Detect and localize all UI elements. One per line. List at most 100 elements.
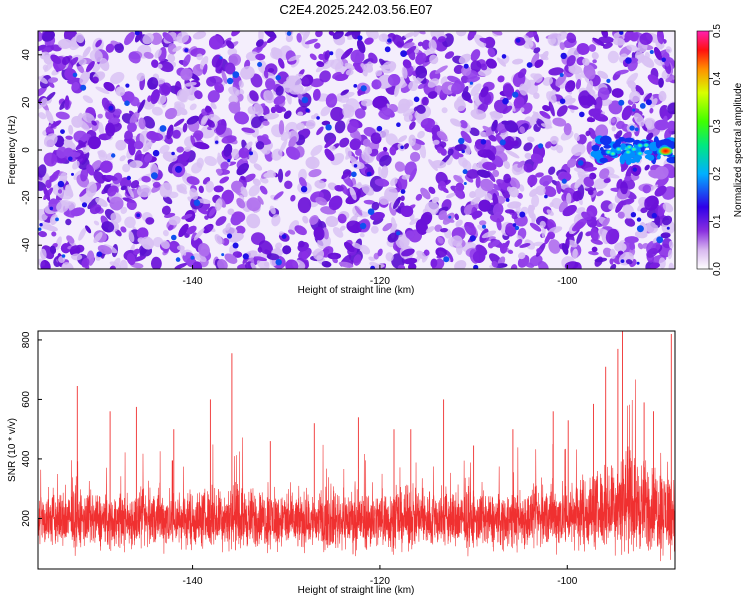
spectrogram-cell bbox=[174, 262, 188, 269]
spectrogram-cell bbox=[171, 234, 177, 241]
spectrogram-cell bbox=[89, 204, 102, 215]
spectrogram-cell bbox=[353, 62, 363, 73]
spectrogram-cell bbox=[269, 205, 276, 215]
spectrogram-cell bbox=[416, 250, 427, 260]
spectrogram-cell bbox=[387, 232, 399, 243]
spectrogram-cell bbox=[589, 172, 597, 180]
spectrogram-cell bbox=[455, 242, 463, 255]
spectrogram-cell bbox=[65, 218, 72, 226]
spectrogram-cell bbox=[192, 130, 204, 141]
spectrogram-cell bbox=[453, 174, 464, 184]
spectrogram-cell bbox=[263, 113, 279, 120]
spectrogram-signal-cell bbox=[636, 150, 645, 157]
spectrogram-cell bbox=[505, 198, 510, 202]
spectrogram-cell bbox=[487, 47, 496, 58]
spectrogram-cell bbox=[283, 110, 292, 119]
spectrogram-signal-cell bbox=[636, 142, 645, 149]
spectrogram-cell bbox=[379, 64, 393, 70]
spectrogram-cell bbox=[215, 216, 227, 226]
spectrogram-cell bbox=[79, 187, 89, 197]
snr-spikes bbox=[76, 331, 672, 522]
spectrogram-cell bbox=[64, 68, 77, 81]
spectrogram-cell bbox=[524, 262, 535, 268]
spectrogram-cell bbox=[111, 153, 116, 158]
spectrogram-cell bbox=[354, 108, 366, 119]
spectrogram-cell bbox=[63, 139, 76, 150]
spectrogram-cell bbox=[408, 81, 419, 91]
colorbar-tick-label: 0.2 bbox=[712, 166, 723, 180]
spectrogram-cell bbox=[197, 243, 210, 257]
spectrogram-cell bbox=[192, 31, 207, 40]
spectrogram-cell bbox=[592, 113, 609, 122]
spectrogram-cell bbox=[482, 224, 486, 229]
spectrogram-cell bbox=[403, 112, 413, 122]
spectrogram-cell bbox=[542, 105, 551, 112]
spectrogram-cell bbox=[571, 143, 586, 156]
spectrogram-cell bbox=[400, 189, 406, 195]
spectrogram-cell bbox=[403, 257, 418, 265]
spectrogram-cell bbox=[436, 130, 448, 141]
spectrogram-cell bbox=[591, 246, 598, 253]
spectrogram-cell bbox=[259, 177, 269, 184]
spectrogram-cell bbox=[45, 179, 52, 189]
spectrogram-cell bbox=[624, 217, 636, 227]
spectrogram-cell bbox=[96, 251, 103, 257]
spectrogram-blobs bbox=[38, 31, 675, 269]
spectrogram-cell bbox=[114, 43, 124, 51]
spectrogram-cell bbox=[128, 51, 141, 64]
spectrogram-cell bbox=[325, 124, 332, 131]
spectrogram-cell bbox=[204, 215, 209, 220]
spectrogram-cell bbox=[310, 78, 324, 88]
spectrogram-cell bbox=[78, 140, 86, 148]
snr-y-tick-label: 600 bbox=[21, 391, 32, 408]
spectrogram-cell bbox=[130, 180, 140, 189]
spectrogram-cell bbox=[492, 203, 504, 217]
spectrogram-cell bbox=[475, 176, 481, 188]
spectrogram-cell bbox=[159, 125, 167, 132]
spectrogram-cell bbox=[587, 117, 596, 123]
spectrogram-cell bbox=[215, 119, 227, 136]
spectrogram-cell bbox=[609, 258, 614, 265]
spectrogram-cell bbox=[568, 65, 583, 75]
spectrogram-cell bbox=[103, 81, 115, 92]
spectrogram-cell bbox=[45, 109, 54, 124]
spectrogram-cell bbox=[223, 143, 233, 157]
spectrogram-cell bbox=[78, 58, 87, 66]
spectrogram-cell bbox=[77, 112, 83, 123]
spectrogram-cell bbox=[649, 262, 661, 269]
spectrogram-cell bbox=[285, 146, 301, 160]
spectrogram-cell bbox=[555, 74, 567, 87]
spectrogram-cell bbox=[532, 241, 544, 247]
spectrogram-cell bbox=[480, 178, 494, 192]
spectrogram-cell bbox=[238, 80, 244, 88]
spectrogram-cell bbox=[69, 245, 81, 257]
spectrogram-cell bbox=[200, 115, 208, 127]
spectrogram-cell bbox=[540, 123, 553, 129]
spectrogram-cell bbox=[434, 65, 448, 74]
spectrogram-cell bbox=[172, 129, 181, 139]
spectrogram-cell bbox=[186, 115, 200, 125]
spectrogram-panel: -140 -120 -100 40 20 0 -20 -40 Height of strai… bbox=[7, 30, 676, 296]
spectrogram-cell bbox=[108, 105, 114, 111]
spectrogram-cell bbox=[588, 44, 597, 52]
spectrogram-cell bbox=[424, 201, 440, 216]
spectrogram-cell bbox=[338, 261, 354, 268]
spectrogram-cell bbox=[325, 93, 338, 108]
spectrogram-cell bbox=[344, 62, 355, 71]
spectrogram-cell bbox=[204, 155, 217, 167]
spectrogram-cell bbox=[566, 55, 576, 67]
spectrogram-cell bbox=[536, 247, 542, 254]
spectrogram-cell bbox=[661, 57, 666, 63]
spectrogram-cell bbox=[428, 39, 437, 52]
spectrogram-cell bbox=[610, 248, 616, 259]
spectrogram-cell bbox=[214, 234, 223, 245]
spectrogram-cell bbox=[71, 81, 80, 91]
spectrogram-cell bbox=[57, 189, 63, 194]
spectrogram-cell bbox=[646, 132, 654, 141]
spectrogram-cell bbox=[508, 186, 519, 198]
spectrogram-cell bbox=[378, 166, 383, 179]
spectrogram-cell bbox=[385, 252, 394, 262]
spectrogram-cell bbox=[400, 195, 405, 202]
spectrogram-cell bbox=[400, 50, 407, 57]
spectrogram-cell bbox=[665, 46, 672, 54]
